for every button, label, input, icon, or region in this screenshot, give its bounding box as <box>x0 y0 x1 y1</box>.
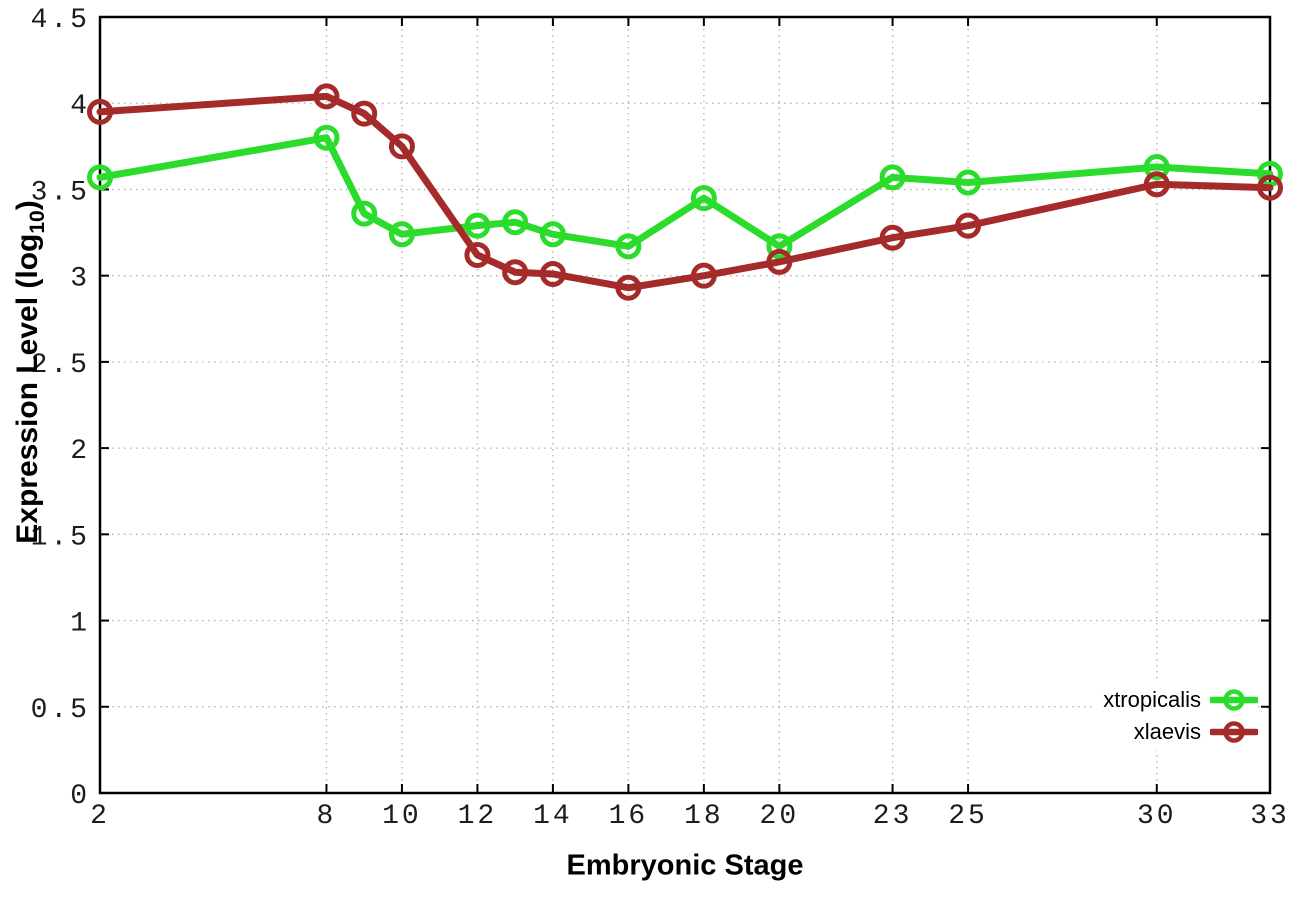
x-tick-label: 30 <box>1137 801 1177 832</box>
data-point-xlaevis <box>313 83 340 110</box>
data-point-xtropicalis <box>879 164 906 191</box>
data-point-xtropicalis <box>955 169 982 196</box>
data-point-xlaevis <box>539 260 566 287</box>
data-point-xlaevis <box>351 100 378 127</box>
data-point-xtropicalis <box>351 200 378 227</box>
y-tick-label: 2 <box>70 436 90 467</box>
x-tick-label: 20 <box>760 801 800 832</box>
data-point-xlaevis <box>388 133 415 160</box>
legend-label: xlaevis <box>1133 719 1201 744</box>
data-point-xtropicalis <box>615 233 642 260</box>
legend-marker-circle-icon <box>1210 721 1258 743</box>
data-point-xtropicalis <box>539 221 566 248</box>
y-axis-title-subscript: 10 <box>26 210 49 234</box>
data-point-xtropicalis <box>87 164 113 191</box>
y-axis-title-close: ) <box>11 200 44 211</box>
x-tick-label: 33 <box>1250 801 1290 832</box>
data-point-xtropicalis <box>690 185 717 212</box>
data-point-xlaevis <box>879 224 906 251</box>
data-point-xlaevis <box>464 241 491 268</box>
y-axis-title: Expression Level (log10) <box>11 200 49 544</box>
data-point-xtropicalis <box>766 233 793 260</box>
y-tick-label: 0.5 <box>31 695 90 726</box>
x-tick-label: 12 <box>458 801 498 832</box>
data-point-xlaevis <box>502 259 529 286</box>
data-point-xlaevis <box>87 98 113 125</box>
legend-item-xtropicalis: xtropicalis <box>1103 684 1258 716</box>
data-point-xlaevis <box>955 212 982 239</box>
x-axis-title: Embryonic Stage <box>566 849 804 882</box>
y-tick-label: 1.5 <box>31 522 90 553</box>
plot-border <box>98 15 1272 795</box>
data-point-xlaevis <box>690 262 717 289</box>
data-point-xlaevis <box>1143 171 1170 198</box>
y-tick-label: 4.5 <box>31 5 90 36</box>
x-tick-label: 8 <box>317 801 337 832</box>
y-tick-label: 2.5 <box>31 350 90 381</box>
x-tick-label: 25 <box>948 801 988 832</box>
x-tick-label: 14 <box>533 801 573 832</box>
x-tick-label: 2 <box>90 801 110 832</box>
data-point-xtropicalis <box>502 209 529 236</box>
legend-label: xtropicalis <box>1103 687 1201 712</box>
legend-marker-circle-icon <box>1210 689 1258 711</box>
data-point-xtropicalis <box>1143 154 1170 181</box>
data-point-xtropicalis <box>464 212 491 239</box>
y-tick-label: 4 <box>70 91 90 122</box>
y-tick-label: 3.5 <box>31 177 90 208</box>
x-tick-label: 23 <box>873 801 913 832</box>
x-tick-label: 10 <box>382 801 422 832</box>
y-tick-label: 3 <box>70 264 90 295</box>
data-point-xlaevis <box>766 248 793 275</box>
data-point-xlaevis <box>615 274 642 301</box>
x-tick-label: 18 <box>684 801 724 832</box>
y-tick-label: 1 <box>70 609 90 640</box>
data-point-xtropicalis <box>388 221 415 248</box>
data-point-xlaevis <box>1257 174 1283 201</box>
data-point-xtropicalis <box>313 124 340 151</box>
y-axis-title-text: Expression Level (log <box>11 233 44 544</box>
legend-item-xlaevis: xlaevis <box>1134 716 1258 748</box>
y-tick-label: 0 <box>70 781 90 812</box>
legend: xtropicalis xlaevis <box>1095 682 1258 750</box>
x-tick-label: 16 <box>609 801 649 832</box>
